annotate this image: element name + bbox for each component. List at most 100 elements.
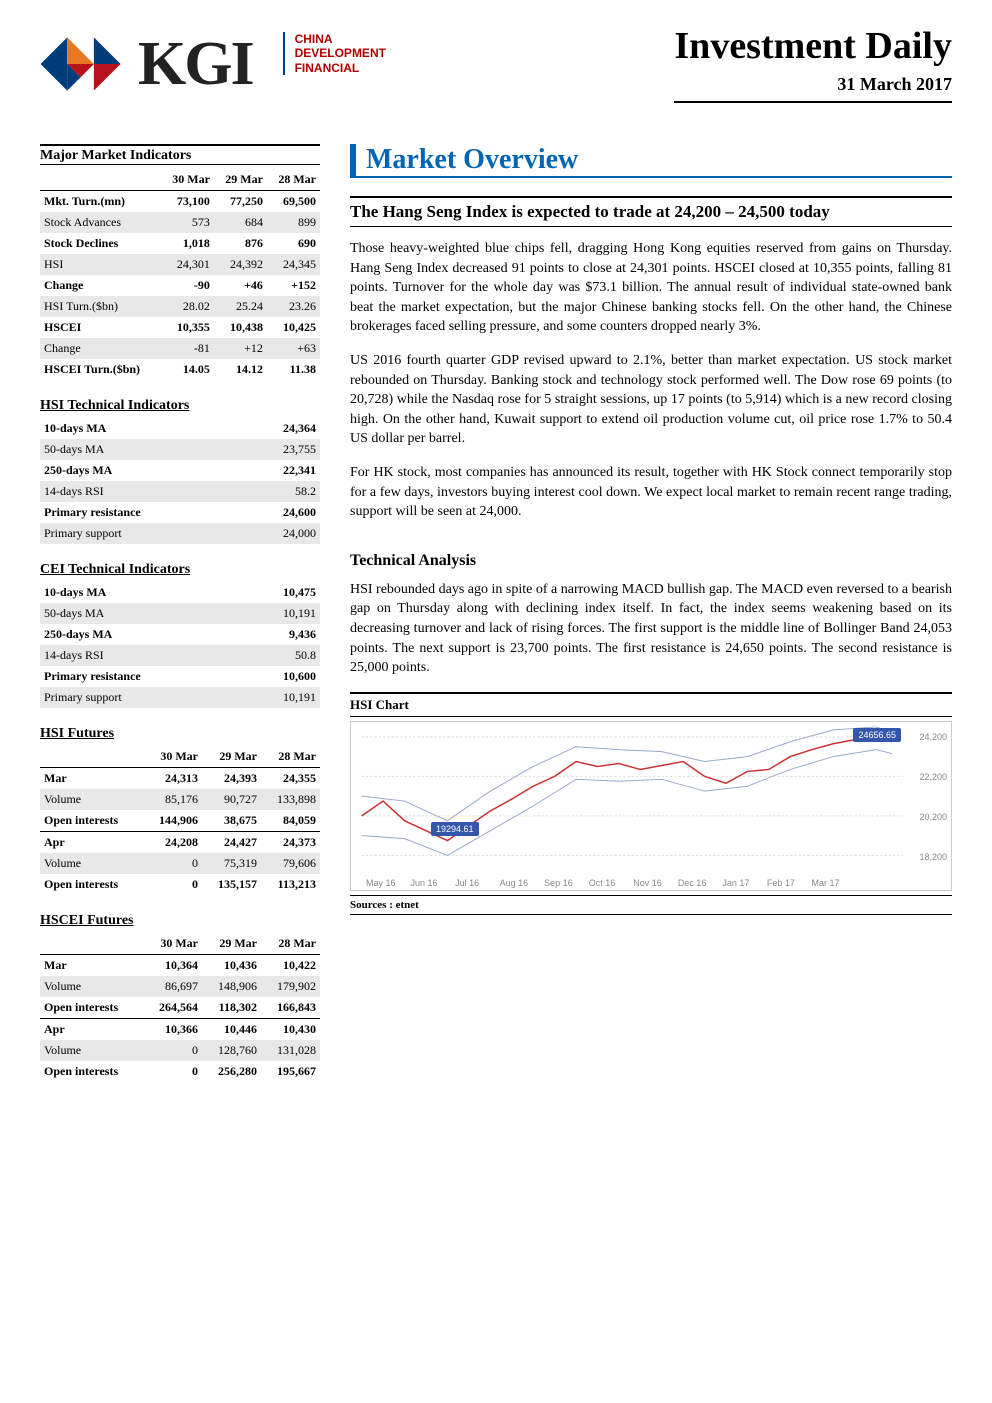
row-label: HSCEI Turn.($bn) (40, 359, 161, 380)
chart-high-badge: 24656.65 (853, 728, 901, 742)
row-label: 10-days MA (40, 582, 241, 603)
cell: 148,906 (202, 976, 261, 997)
hsi-chart: 19294.61 24656.65 24,20022,20020,20018,2… (350, 721, 952, 891)
cell: 1,018 (161, 233, 214, 254)
table-row: Primary resistance24,600 (40, 502, 320, 523)
row-label: Mkt. Turn.(mn) (40, 191, 161, 213)
row-label: 50-days MA (40, 603, 241, 624)
cell: 10,366 (143, 1019, 202, 1041)
cell: 23,755 (241, 439, 320, 460)
row-label: 10-days MA (40, 418, 241, 439)
cdf-line-1: CHINA (295, 32, 386, 46)
x-axis-label: Jan 17 (722, 878, 749, 888)
overview-p3: For HK stock, most companies has announc… (350, 463, 952, 522)
cdf-block: CHINA DEVELOPMENT FINANCIAL (283, 32, 386, 75)
cell: 179,902 (261, 976, 320, 997)
cell: 118,302 (202, 997, 261, 1019)
x-axis-label: Oct 16 (589, 878, 616, 888)
cell: 10,425 (267, 317, 320, 338)
cell: 9,436 (241, 624, 320, 645)
cell: 10,364 (143, 955, 202, 977)
row-label: HSI Turn.($bn) (40, 296, 161, 317)
table-row: HSCEI Turn.($bn)14.0514.1211.38 (40, 359, 320, 380)
technical-analysis-p: HSI rebounded days ago in spite of a nar… (350, 580, 952, 678)
cell: 144,906 (143, 810, 202, 832)
cell: 24,208 (143, 832, 202, 854)
col-d2: 29 Mar (214, 169, 267, 191)
overview-p1: Those heavy-weighted blue chips fell, dr… (350, 239, 952, 337)
table-row: Change-81+12+63 (40, 338, 320, 359)
cell: 50.8 (241, 645, 320, 666)
row-label: Primary support (40, 523, 241, 544)
cell: 0 (143, 1061, 202, 1082)
col-d3: 28 Mar (267, 169, 320, 191)
cell: 79,606 (261, 853, 320, 874)
cdf-line-3: FINANCIAL (295, 61, 386, 75)
cell: 24,373 (261, 832, 320, 854)
cell: 14.05 (161, 359, 214, 380)
table-row: Open interests0135,157113,213 (40, 874, 320, 895)
cell: 73,100 (161, 191, 214, 213)
cell: +12 (214, 338, 267, 359)
cell: 24,313 (143, 768, 202, 790)
row-label: Apr (40, 1019, 143, 1041)
cell: 24,393 (202, 768, 261, 790)
cell: 113,213 (261, 874, 320, 895)
row-label: Stock Declines (40, 233, 161, 254)
hsi-fut-title: HSI Futures (40, 726, 320, 742)
col-d2: 29 Mar (202, 933, 261, 955)
y-axis-label: 22,200 (919, 772, 947, 782)
table-row: HSCEI10,35510,43810,425 (40, 317, 320, 338)
cell: 10,438 (214, 317, 267, 338)
table-row: Apr10,36610,44610,430 (40, 1019, 320, 1041)
table-row: 250-days MA22,341 (40, 460, 320, 481)
table-row: 14-days RSI50.8 (40, 645, 320, 666)
cell: 24,345 (267, 254, 320, 275)
cell: 24,000 (241, 523, 320, 544)
cell: -81 (161, 338, 214, 359)
cell: 166,843 (261, 997, 320, 1019)
col-d1: 30 Mar (143, 933, 202, 955)
cell: 195,667 (261, 1061, 320, 1082)
cell: 28.02 (161, 296, 214, 317)
cell: 256,280 (202, 1061, 261, 1082)
mmi-table: 30 Mar 29 Mar 28 Mar Mkt. Turn.(mn)73,10… (40, 169, 320, 380)
col-blank (40, 933, 143, 955)
logo-block: KGI (40, 24, 253, 104)
row-label: Open interests (40, 810, 143, 832)
row-label: Volume (40, 1040, 143, 1061)
cell: 24,427 (202, 832, 261, 854)
cell: 128,760 (202, 1040, 261, 1061)
x-axis-label: Nov 16 (633, 878, 662, 888)
cell: +63 (267, 338, 320, 359)
x-axis-label: Feb 17 (767, 878, 795, 888)
cell: 0 (143, 853, 202, 874)
col-d1: 30 Mar (143, 746, 202, 768)
hsi-tech-table: 10-days MA24,36450-days MA23,755250-days… (40, 418, 320, 544)
row-label: 250-days MA (40, 624, 241, 645)
cell: 10,600 (241, 666, 320, 687)
row-label: Open interests (40, 874, 143, 895)
x-axis-label: May 16 (366, 878, 396, 888)
cell: 690 (267, 233, 320, 254)
table-row: Volume86,697148,906179,902 (40, 976, 320, 997)
row-label: 50-days MA (40, 439, 241, 460)
table-row: Stock Advances573684899 (40, 212, 320, 233)
table-row: Primary support10,191 (40, 687, 320, 708)
cell: 24,392 (214, 254, 267, 275)
cell: +152 (267, 275, 320, 296)
row-label: 14-days RSI (40, 645, 241, 666)
hscei-fut-table: 30 Mar 29 Mar 28 Mar Mar10,36410,43610,4… (40, 933, 320, 1082)
cell: 10,446 (202, 1019, 261, 1041)
cell: 14.12 (214, 359, 267, 380)
x-axis-label: Dec 16 (678, 878, 707, 888)
chart-title: HSI Chart (350, 692, 952, 717)
cell: 24,364 (241, 418, 320, 439)
table-row: 10-days MA10,475 (40, 582, 320, 603)
row-label: 14-days RSI (40, 481, 241, 502)
row-label: Volume (40, 789, 143, 810)
y-axis-label: 18,200 (919, 852, 947, 862)
cell: 84,059 (261, 810, 320, 832)
row-label: Mar (40, 955, 143, 977)
cei-tech-table: 10-days MA10,47550-days MA10,191250-days… (40, 582, 320, 708)
